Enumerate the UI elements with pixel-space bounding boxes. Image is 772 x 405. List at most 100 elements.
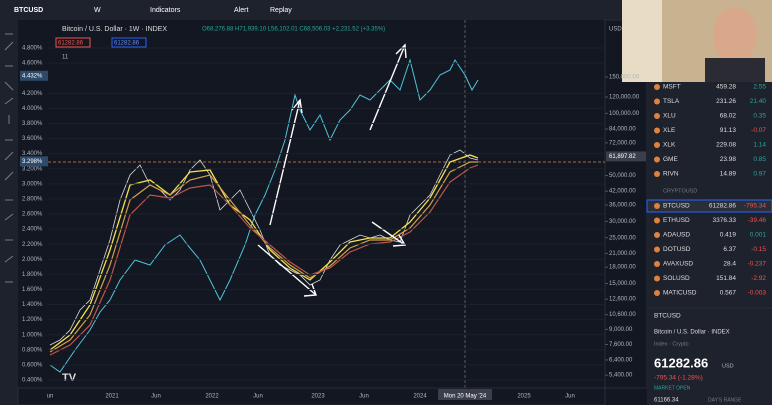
symbol-icon <box>654 217 660 224</box>
symbol-icon <box>654 232 660 238</box>
right-tick-label: 5,400.00 <box>609 373 633 379</box>
watch-symbol[interactable]: XLK <box>663 142 676 149</box>
left-tick-label: 0.400% <box>22 378 43 384</box>
watch-last: 0.419 <box>720 232 737 239</box>
left-highlight <box>20 70 48 81</box>
detail-range: DAY'S RANGE <box>708 397 742 403</box>
watchlist-panel <box>647 82 772 405</box>
left-tick-label: 2.000% <box>22 257 43 263</box>
right-tick-label: 21,000.00 <box>609 251 636 257</box>
watch-symbol[interactable]: XLU <box>663 113 676 120</box>
ma-mid <box>49 161 478 353</box>
row-selected <box>646 199 772 213</box>
price-highlight-label: 61,897.82 <box>609 154 636 160</box>
watch-last: 229.08 <box>716 142 736 149</box>
watch-symbol[interactable]: GME <box>663 156 678 163</box>
watch-symbol[interactable]: ETHUSD <box>663 217 690 224</box>
webcam-wall <box>622 0 662 82</box>
detail-symbol: BTCUSD <box>654 313 681 320</box>
alert: Alert <box>234 7 248 14</box>
legend-title: Bitcoin / U.S. Dollar · 1W · INDEX <box>62 26 167 33</box>
watch-last: 0.567 <box>720 290 737 297</box>
x-tick-label: 2022 <box>205 394 219 400</box>
tool-icons <box>4 33 14 283</box>
right-tick-label: 10,600.00 <box>609 312 636 318</box>
tool-strip <box>0 20 18 405</box>
axis-unit: USD <box>609 27 622 33</box>
legend-ohlc: O68,276.88 H71,939.10 L56,102.01 C68,506… <box>202 27 385 33</box>
legend-box <box>111 37 147 48</box>
indicators[interactable]: Indicators <box>150 7 181 14</box>
right-tick-label: 42,000.00 <box>609 189 636 195</box>
x-tick-label: Jun <box>565 394 575 400</box>
watch-change: 0.85 <box>753 156 766 163</box>
right-tick-label: 18,000.00 <box>609 265 636 271</box>
symbol-icon <box>654 84 660 90</box>
detail-price: 61282.86 <box>654 355 708 370</box>
watch-symbol[interactable]: MATICUSD <box>663 290 697 297</box>
left-tick-label: 1.000% <box>22 332 43 338</box>
left-tick-label: 2.600% <box>22 212 43 218</box>
symbol-icon <box>654 246 660 253</box>
left-tick-label: 2.800% <box>22 196 43 202</box>
x-tick-label: Mon 20 May '24 <box>444 394 487 400</box>
detail-currency: USD <box>722 363 734 369</box>
legend-count: 11 <box>62 55 69 61</box>
detail-status: MARKET OPEN <box>654 385 691 391</box>
watch-change: -39.46 <box>748 217 767 224</box>
left-tick-label: 4.600% <box>22 61 43 67</box>
watch-change: -0.237 <box>748 261 767 268</box>
symbol-icon <box>654 142 660 148</box>
watch-change: 2.55 <box>753 84 766 91</box>
right-tick-label: 7,600.00 <box>609 342 633 348</box>
right-tick-label: 84,000.00 <box>609 127 636 133</box>
watch-symbol[interactable]: BTCUSD <box>663 203 690 210</box>
time-highlight <box>438 389 492 400</box>
watch-change: 0.35 <box>753 113 766 120</box>
left-highlight <box>20 156 48 167</box>
right-tick-label: 15,000.00 <box>609 281 636 287</box>
watch-last: 23.98 <box>720 156 737 163</box>
right-tick-label: 36,000.00 <box>609 203 636 209</box>
left-tick-label: 2.400% <box>22 227 43 233</box>
watch-symbol[interactable]: TSLA <box>663 98 680 105</box>
watch-change: -2.92 <box>751 275 766 282</box>
x-tick-label: 2023 <box>311 394 325 400</box>
section-label: CRYPTOUSD <box>663 188 697 194</box>
price-candles <box>49 149 479 346</box>
right-tick-label: 30,000.00 <box>609 219 636 225</box>
symbol-icon <box>654 290 660 296</box>
watch-symbol[interactable]: SOLUSD <box>663 275 690 282</box>
left-highlight-label: 4.432% <box>22 73 43 79</box>
watch-symbol[interactable]: MSFT <box>663 84 681 91</box>
watch-symbol[interactable]: DOTUSD <box>663 246 691 253</box>
symbol: BTCUSD <box>14 7 43 14</box>
webcam-face <box>713 7 757 63</box>
watch-symbol[interactable]: RIVN <box>663 171 679 178</box>
watch-symbol[interactable]: ADAUSD <box>663 232 690 239</box>
x-tick-label: Jun <box>253 394 263 400</box>
left-tick-label: 1.200% <box>22 317 43 323</box>
watch-change: -0.15 <box>751 246 766 253</box>
watch-last: 3376.33 <box>713 217 737 224</box>
left-highlight-label: 3.298% <box>22 159 43 165</box>
right-tick-label: 9,000.00 <box>609 327 633 333</box>
webcam-shirt <box>705 58 765 82</box>
toolbar <box>0 0 772 20</box>
x-tick-label: un <box>47 394 54 400</box>
left-tick-label: 0.600% <box>22 362 43 368</box>
legend-box <box>55 37 91 48</box>
tv-logo: TV <box>62 372 77 384</box>
detail-low: 61166.34 <box>654 398 679 404</box>
watch-change: 21.40 <box>750 98 767 105</box>
right-tick-label: 72,000.00 <box>609 140 636 146</box>
watch-symbol[interactable]: XLE <box>663 127 676 134</box>
watch-last: 91.13 <box>720 127 737 134</box>
watch-last: 151.84 <box>716 275 736 282</box>
symbol-icon <box>654 113 660 119</box>
legend-box-2: 61282.86 <box>114 41 140 47</box>
right-tick-label: 100,000.00 <box>609 111 640 117</box>
left-tick-label: 3.400% <box>22 151 43 157</box>
watch-last: 14.89 <box>720 171 737 178</box>
watch-symbol[interactable]: AVAXUSD <box>663 261 693 268</box>
